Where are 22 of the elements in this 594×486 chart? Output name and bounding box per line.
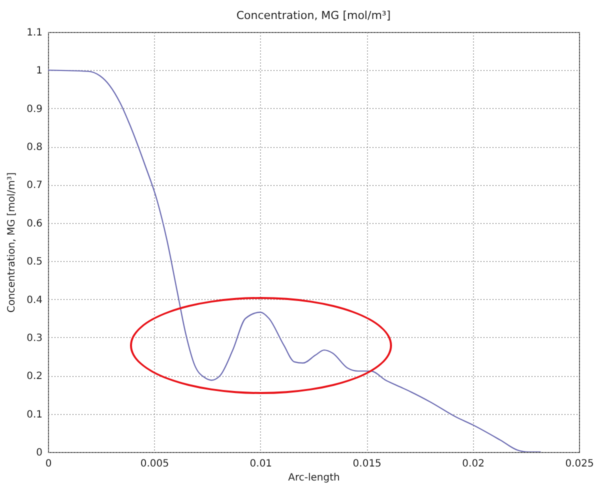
chart-title: Concentration, MG [mol/m³] <box>236 9 391 22</box>
y-tick-label: 1 <box>36 66 42 77</box>
x-tick-label: 0.025 <box>565 458 594 470</box>
y-tick-label: 0.4 <box>26 294 42 306</box>
x-tick-label: 0 <box>45 458 52 470</box>
x-tick-label: 0.02 <box>462 458 484 470</box>
y-axis-title: Concentration, MG [mol/m³] <box>6 172 18 313</box>
y-tick-label: 0.6 <box>26 218 42 230</box>
line-series <box>48 70 542 452</box>
x-tick-label: 0.015 <box>352 458 382 470</box>
x-tick-label: 0.005 <box>140 458 170 470</box>
x-axis-title: Arc-length <box>288 472 340 484</box>
y-tick-label: 0.9 <box>26 104 42 115</box>
y-tick-label: 0.7 <box>26 180 42 192</box>
y-tick-label: 0 <box>36 448 42 458</box>
y-tick-label: 0.1 <box>26 409 42 420</box>
y-tick-label: 1.1 <box>26 28 42 38</box>
y-tick-label: 0.2 <box>26 371 42 382</box>
x-tick-label: 0.01 <box>250 458 272 470</box>
y-tick-label: 0.5 <box>26 256 42 268</box>
y-tick-label: 0.3 <box>26 332 42 344</box>
y-tick-label: 0.8 <box>26 142 42 154</box>
